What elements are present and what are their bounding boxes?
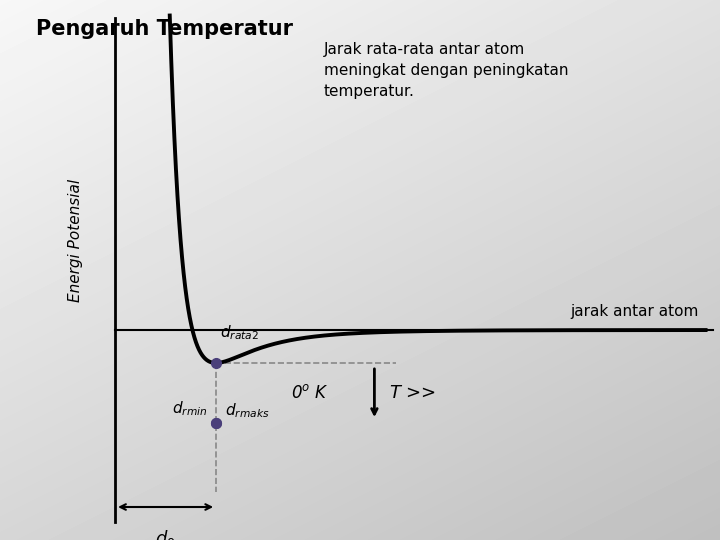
- Text: Pengaruh Temperatur: Pengaruh Temperatur: [36, 19, 293, 39]
- Text: $T$ >>: $T$ >>: [389, 384, 436, 402]
- Text: Jarak rata-rata antar atom
meningkat dengan peningkatan
temperatur.: Jarak rata-rata antar atom meningkat den…: [324, 42, 569, 99]
- Text: d$_{rata2}$: d$_{rata2}$: [220, 323, 258, 342]
- Text: d$_0$: d$_0$: [156, 528, 176, 540]
- Text: Energi Potensial: Energi Potensial: [68, 178, 83, 301]
- Text: jarak antar atom: jarak antar atom: [570, 304, 698, 319]
- Text: d$_{rmaks}$: d$_{rmaks}$: [225, 401, 269, 420]
- Text: 0$^o$ $K$: 0$^o$ $K$: [291, 384, 328, 402]
- Text: d$_{rmin}$: d$_{rmin}$: [172, 400, 207, 418]
